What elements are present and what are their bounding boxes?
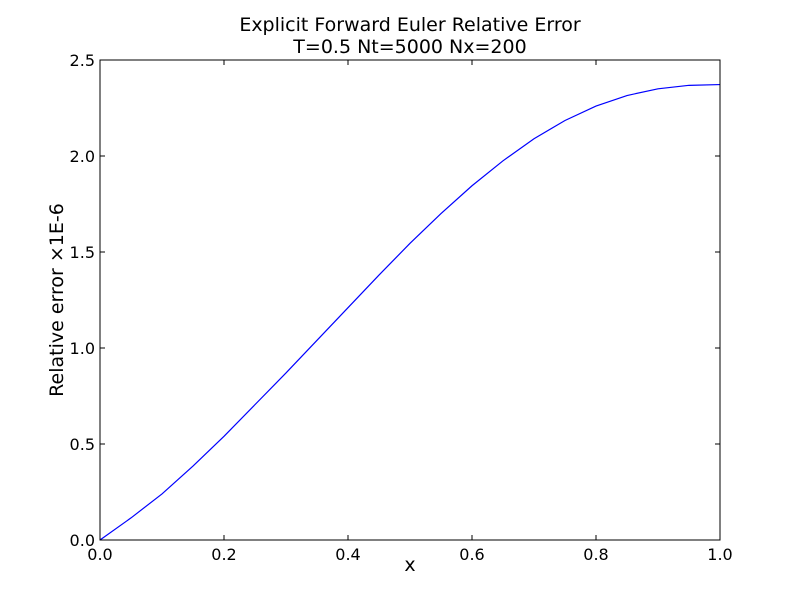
y-axis-label: Relative error ×1E-6 <box>46 203 68 397</box>
series-line-0 <box>99 83 721 541</box>
y-tick-label-2: 1.0 <box>70 339 95 358</box>
chart-title: Explicit Forward Euler Relative Error <box>239 14 581 36</box>
y-axis-scale-label: ×1E-6 <box>46 203 68 262</box>
chart-subtitle: T=0.5 Nt=5000 Nx=200 <box>292 36 526 58</box>
y-tick-label-5: 2.5 <box>70 51 95 70</box>
x-tick-label-1: 0.2 <box>211 545 236 564</box>
x-tick-label-4: 0.8 <box>583 545 608 564</box>
plot-area: 0.0 0.2 0.4 0.6 0.8 1.0 0.0 0.5 1.0 1.5 2.0 2.5 <box>70 51 733 564</box>
y-tick-label-4: 2.0 <box>70 147 95 166</box>
x-tick-label-3: 0.6 <box>459 545 484 564</box>
y-tick-label-0: 0.0 <box>70 531 95 550</box>
axes-frame <box>99 59 721 541</box>
x-tick-label-5: 1.0 <box>707 545 732 564</box>
x-axis-label: x <box>404 554 415 576</box>
x-tick-label-2: 0.4 <box>335 545 360 564</box>
y-tick-label-1: 0.5 <box>70 435 95 454</box>
y-tick-label-3: 1.5 <box>70 243 95 262</box>
y-axis-label-text: Relative error <box>46 262 68 397</box>
x-tick-label-0: 0.0 <box>87 545 112 564</box>
